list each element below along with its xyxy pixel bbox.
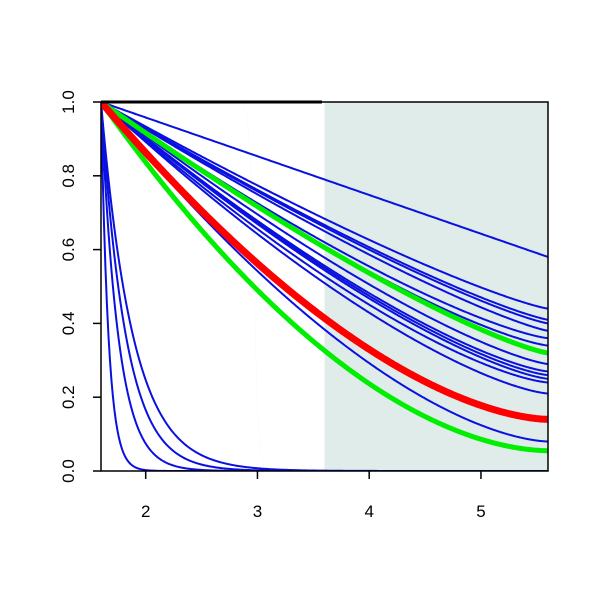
plot-frame	[100, 101, 549, 472]
x-tick-label-2: 2	[141, 502, 150, 521]
series-line-24-bounds	[101, 102, 548, 454]
series-line-13-decay	[101, 102, 548, 395]
x-tick-label-5: 5	[476, 502, 485, 521]
y-axis: 0.0 0.2 0.4 0.6 0.8 1.0	[59, 90, 101, 483]
series-line-2-decay	[101, 102, 548, 310]
series-line-11-decay	[101, 102, 548, 380]
series-line-1-decay	[101, 102, 548, 258]
series-line-8-decay	[101, 102, 548, 365]
x-tick-label-3: 3	[253, 502, 262, 521]
series-line-12-decay	[101, 102, 548, 384]
y-tick-label-0.8: 0.8	[59, 164, 78, 188]
series-line-21-decay	[101, 102, 548, 471]
series-line-23-bounds	[101, 102, 548, 356]
y-tick-label-0.4: 0.4	[59, 312, 78, 336]
y-tick-label-1.0: 1.0	[59, 90, 78, 114]
series-line-5-decay	[101, 102, 548, 332]
y-tick-label-0.0: 0.0	[59, 459, 78, 483]
y-tick-label-0.2: 0.2	[59, 385, 78, 409]
y-tick-label-0.6: 0.6	[59, 238, 78, 262]
x-axis: 2 3 4 5	[141, 471, 486, 521]
series-line-25-reference	[101, 102, 548, 423]
x-tick-label-4: 4	[364, 502, 373, 521]
series-line-4-decay	[101, 102, 548, 325]
